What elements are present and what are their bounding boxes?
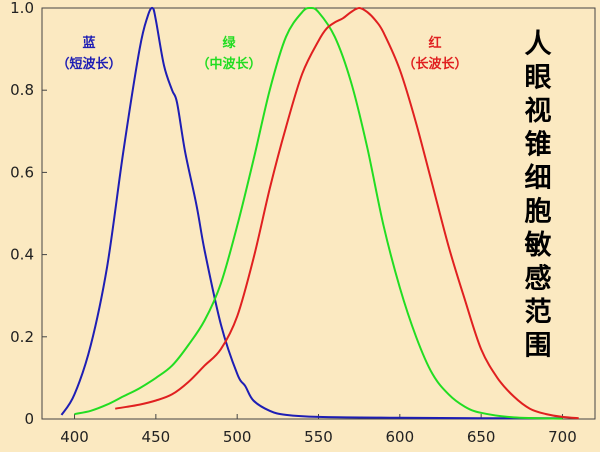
title-char: 眼 [525,63,552,94]
y-tick-label: 1.0 [10,0,34,17]
x-tick-label: 450 [142,428,171,446]
red-cone-curve [115,7,579,420]
blue-cone-curve [60,6,563,420]
blue-label-range: （短波长） [56,56,121,72]
title-char: 细 [525,162,552,194]
chart-title: 人眼视锥细胞敏感范围 [524,29,552,362]
title-char: 视 [525,96,552,127]
series-layer [60,6,579,420]
title-char: 锥 [525,130,552,161]
red-label-name: 红 [428,35,441,51]
title-char: 感 [525,263,552,295]
green-label-name: 绿 [222,35,236,51]
y-tick-label: 0.4 [10,246,34,264]
chart-title-text: 人眼视锥细胞敏感范围 [524,29,552,362]
y-tick-label: 0.2 [10,328,34,346]
title-char: 范 [525,297,552,328]
axes: 400 450 500 550 600 650 700 0 0.2 0.4 0.6 0.8 1.0 [10,0,577,446]
x-tick-label: 500 [223,428,252,446]
series-labels: 蓝 （短波长） 绿 （中波长） 红 （长波长） [56,35,467,72]
title-char: 敏 [524,230,552,261]
x-tick-label: 400 [60,428,89,446]
x-tick-label: 600 [386,428,415,446]
green-label-range: （中波长） [196,56,261,72]
title-char: 围 [525,331,552,362]
title-char: 胞 [524,197,552,228]
title-char: 人 [525,29,552,60]
green-cone-curve [74,6,563,420]
red-label-range: （长波长） [402,56,467,72]
blue-label-name: 蓝 [82,35,95,51]
y-tick-label: 0 [24,410,34,428]
x-tick-label: 700 [548,428,577,446]
y-tick-label: 0.6 [10,163,34,181]
x-tick-label: 650 [467,428,496,446]
plot-frame [41,7,596,420]
y-tick-label: 0.8 [10,81,34,99]
x-tick-label: 550 [304,428,333,446]
